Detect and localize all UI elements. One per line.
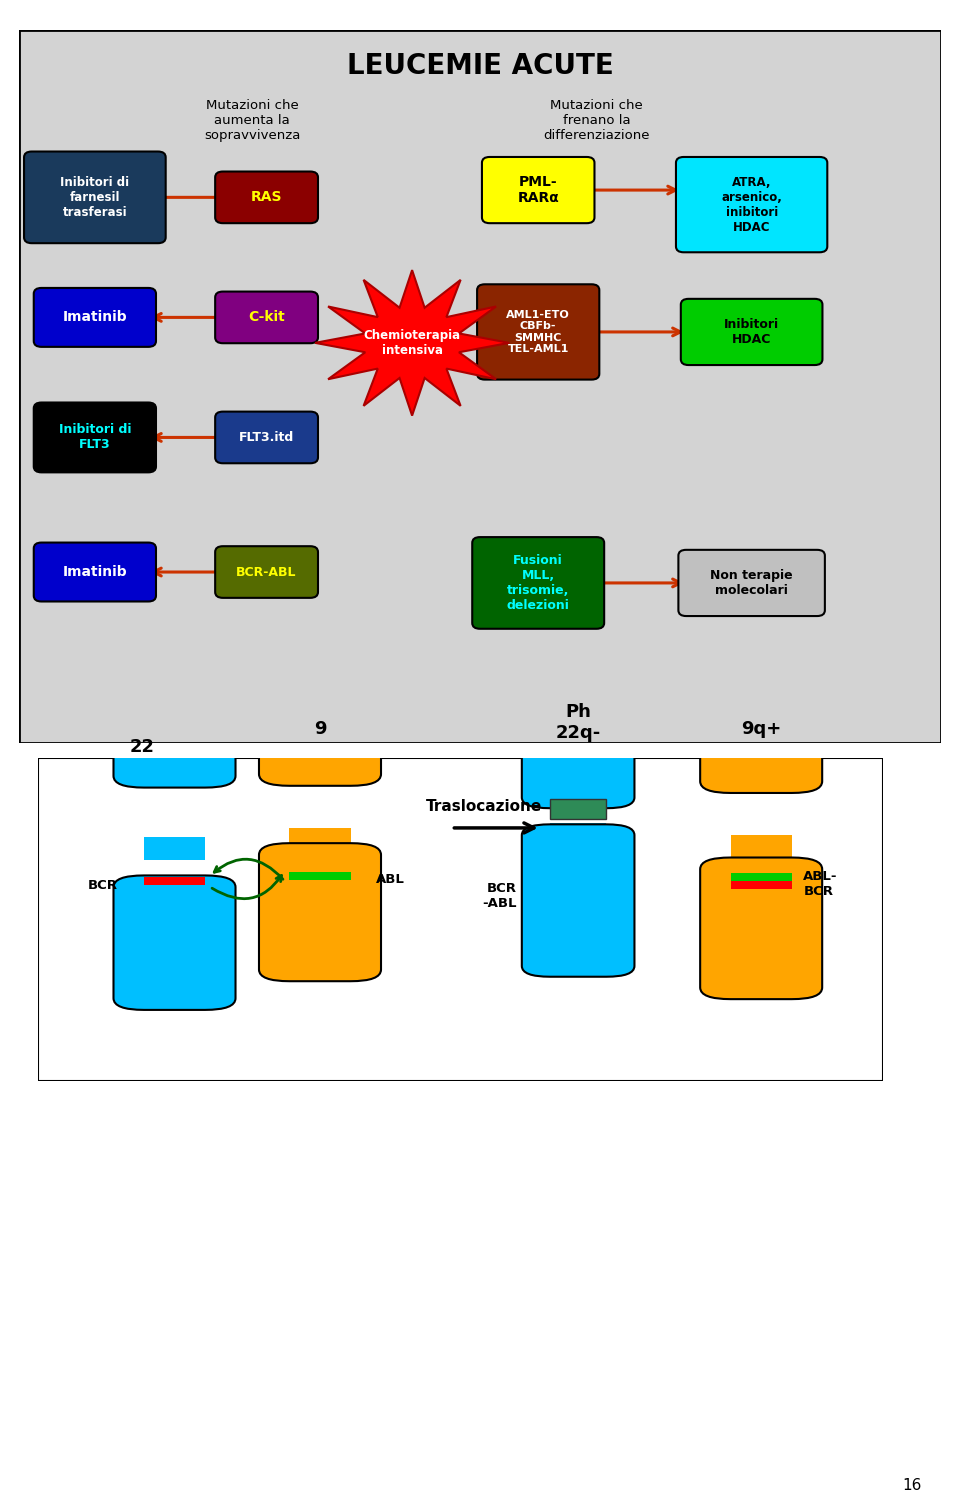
Text: RAS: RAS bbox=[251, 191, 282, 204]
Text: ATRA,
arsenico,
inibitori
HDAC: ATRA, arsenico, inibitori HDAC bbox=[721, 176, 782, 234]
FancyBboxPatch shape bbox=[522, 741, 635, 808]
Polygon shape bbox=[315, 270, 509, 416]
FancyBboxPatch shape bbox=[215, 411, 318, 464]
FancyBboxPatch shape bbox=[477, 284, 599, 380]
Text: BCR
-ABL: BCR -ABL bbox=[483, 883, 517, 910]
FancyBboxPatch shape bbox=[676, 158, 828, 252]
FancyBboxPatch shape bbox=[34, 402, 156, 473]
FancyBboxPatch shape bbox=[700, 692, 822, 793]
FancyBboxPatch shape bbox=[472, 537, 604, 629]
Text: Inibitori di
FLT3: Inibitori di FLT3 bbox=[59, 423, 132, 452]
Text: Inibitori
HDAC: Inibitori HDAC bbox=[724, 318, 780, 345]
FancyBboxPatch shape bbox=[113, 875, 235, 1010]
Text: FLT3.itd: FLT3.itd bbox=[239, 431, 294, 444]
Text: BCR: BCR bbox=[88, 878, 118, 892]
FancyBboxPatch shape bbox=[24, 152, 166, 243]
FancyBboxPatch shape bbox=[681, 299, 823, 365]
Text: 9: 9 bbox=[314, 720, 326, 738]
Text: 9q+: 9q+ bbox=[741, 720, 781, 738]
Text: AML1-ETO
CBFb-
SMMHC
TEL-AML1: AML1-ETO CBFb- SMMHC TEL-AML1 bbox=[506, 309, 570, 354]
Text: Non terapie
molecolari: Non terapie molecolari bbox=[710, 569, 793, 597]
Text: Fusioni
MLL,
trisomie,
delezioni: Fusioni MLL, trisomie, delezioni bbox=[507, 554, 569, 612]
FancyBboxPatch shape bbox=[34, 288, 156, 347]
Text: Mutazioni che
frenano la
differenziazione: Mutazioni che frenano la differenziazion… bbox=[543, 99, 650, 143]
FancyBboxPatch shape bbox=[259, 686, 381, 787]
Bar bbox=[550, 823, 607, 844]
FancyBboxPatch shape bbox=[113, 695, 235, 788]
FancyBboxPatch shape bbox=[215, 546, 318, 597]
Bar bbox=[290, 872, 350, 880]
Bar bbox=[731, 874, 792, 881]
FancyBboxPatch shape bbox=[550, 799, 607, 820]
Text: Mutazioni che
aumenta la
sopravvivenza: Mutazioni che aumenta la sopravvivenza bbox=[204, 99, 300, 143]
FancyBboxPatch shape bbox=[38, 758, 883, 1081]
Bar bbox=[731, 835, 792, 859]
Bar bbox=[144, 878, 205, 886]
Text: BCR-ABL: BCR-ABL bbox=[236, 566, 297, 578]
Bar bbox=[731, 881, 792, 889]
Text: Chemioterapia
intensiva: Chemioterapia intensiva bbox=[364, 329, 461, 357]
Text: Imatinib: Imatinib bbox=[62, 311, 127, 324]
FancyBboxPatch shape bbox=[482, 158, 594, 224]
FancyBboxPatch shape bbox=[679, 549, 825, 615]
Text: ABL: ABL bbox=[376, 874, 405, 887]
Text: C-kit: C-kit bbox=[249, 311, 285, 324]
Text: LEUCEMIE ACUTE: LEUCEMIE ACUTE bbox=[347, 53, 613, 81]
Text: Ph
22q-: Ph 22q- bbox=[556, 702, 601, 741]
Text: PML-
RARα: PML- RARα bbox=[517, 176, 559, 206]
FancyBboxPatch shape bbox=[700, 857, 822, 1000]
Text: 22: 22 bbox=[130, 738, 155, 757]
FancyBboxPatch shape bbox=[215, 291, 318, 344]
Text: Traslocazione: Traslocazione bbox=[426, 799, 542, 814]
Text: ABL-
BCR: ABL- BCR bbox=[804, 869, 838, 898]
FancyBboxPatch shape bbox=[19, 30, 941, 743]
FancyBboxPatch shape bbox=[259, 844, 381, 982]
Bar bbox=[290, 829, 350, 853]
Text: Inibitori di
farnesil
trasferasi: Inibitori di farnesil trasferasi bbox=[60, 176, 130, 219]
FancyBboxPatch shape bbox=[34, 542, 156, 602]
Text: Imatinib: Imatinib bbox=[62, 564, 127, 579]
FancyBboxPatch shape bbox=[522, 824, 635, 977]
Text: 16: 16 bbox=[902, 1478, 922, 1493]
FancyBboxPatch shape bbox=[215, 171, 318, 224]
Bar bbox=[144, 838, 205, 860]
